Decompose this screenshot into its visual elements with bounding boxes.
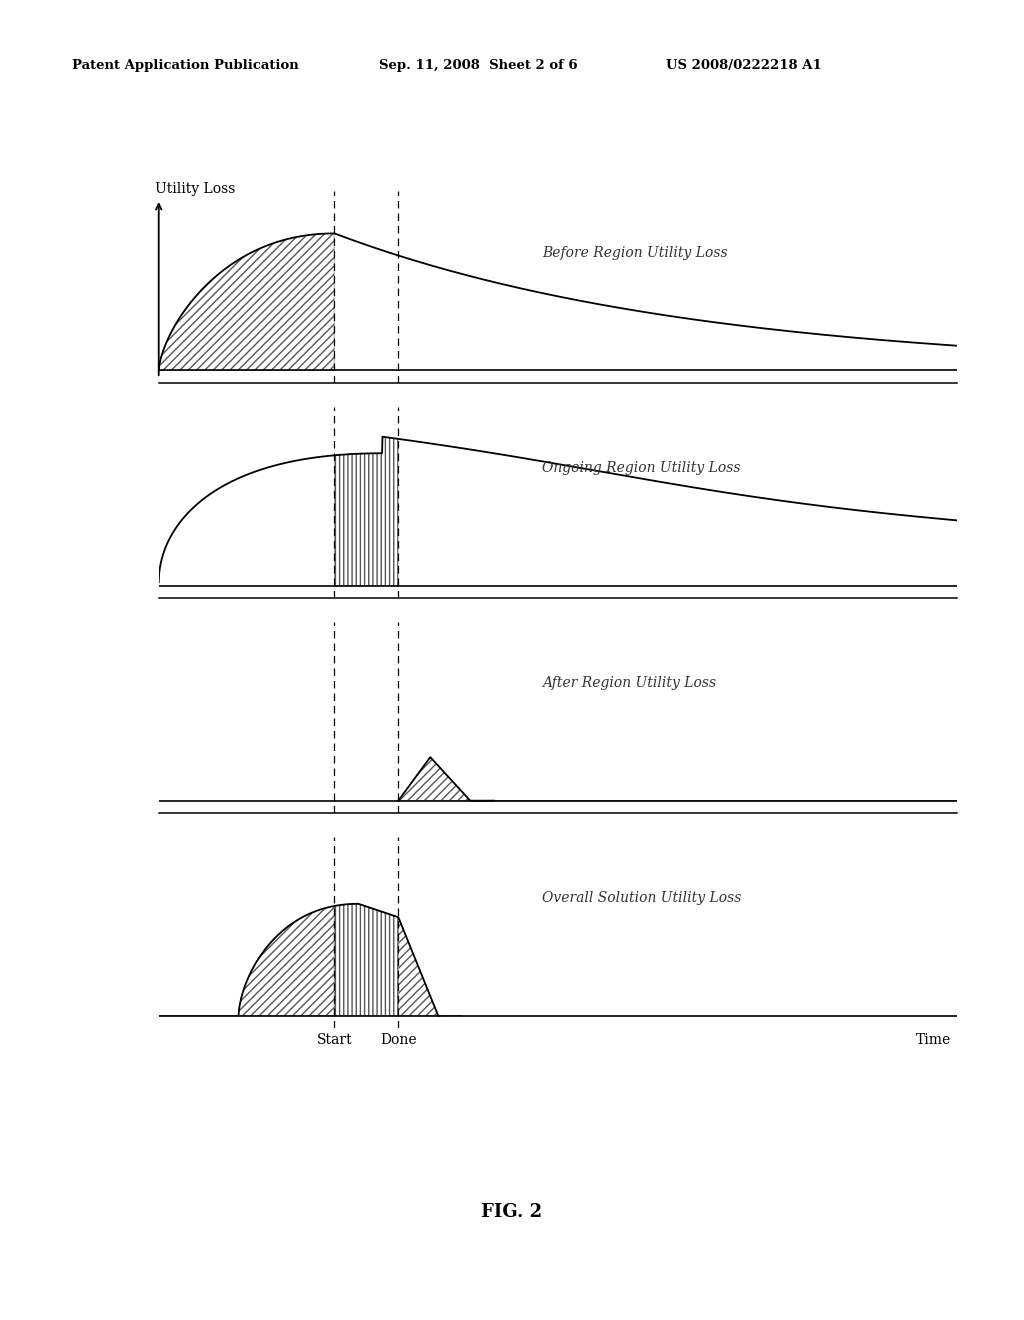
Text: Sep. 11, 2008  Sheet 2 of 6: Sep. 11, 2008 Sheet 2 of 6 xyxy=(379,59,578,73)
Text: FIG. 2: FIG. 2 xyxy=(481,1203,543,1221)
Polygon shape xyxy=(159,234,334,371)
Polygon shape xyxy=(398,758,957,801)
Text: Ongoing Region Utility Loss: Ongoing Region Utility Loss xyxy=(542,461,740,475)
Text: Before Region Utility Loss: Before Region Utility Loss xyxy=(542,246,728,260)
Text: Start: Start xyxy=(316,1032,352,1047)
Polygon shape xyxy=(335,437,398,586)
Text: Time: Time xyxy=(915,1032,951,1047)
Polygon shape xyxy=(159,906,334,1016)
Text: US 2008/0222218 A1: US 2008/0222218 A1 xyxy=(666,59,821,73)
Text: Done: Done xyxy=(380,1032,417,1047)
Text: Patent Application Publication: Patent Application Publication xyxy=(72,59,298,73)
Polygon shape xyxy=(398,917,462,1016)
Text: Overall Solution Utility Loss: Overall Solution Utility Loss xyxy=(542,891,741,906)
Text: Utility Loss: Utility Loss xyxy=(155,182,236,197)
Text: After Region Utility Loss: After Region Utility Loss xyxy=(542,676,716,690)
Polygon shape xyxy=(335,904,398,1016)
